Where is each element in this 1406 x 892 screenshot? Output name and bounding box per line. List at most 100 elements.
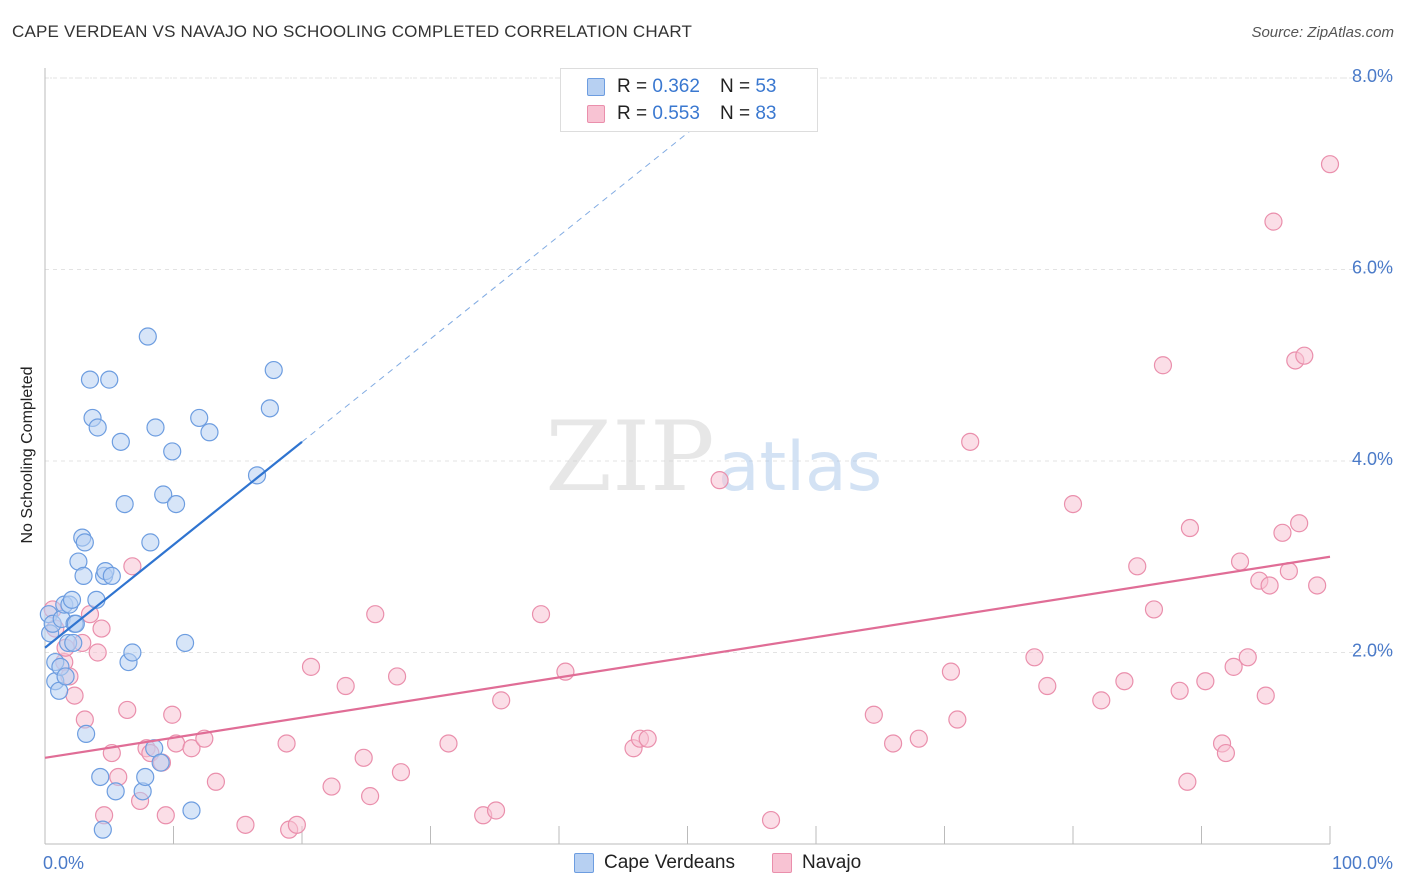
navajo-point	[1260, 576, 1279, 595]
y-tick-label: 2.0%	[1352, 641, 1393, 661]
navajo-point	[531, 605, 551, 624]
navajo-point	[1038, 676, 1057, 696]
legend-swatch-blue	[587, 78, 605, 96]
legend-n-value: 83	[755, 103, 777, 124]
navajo-point	[366, 605, 385, 624]
navajo-point	[883, 734, 903, 753]
cape-verdean-point	[163, 442, 182, 461]
navajo-point	[1238, 648, 1257, 667]
navajo-point	[1256, 686, 1275, 705]
navajo-point	[1216, 743, 1236, 763]
navajo-point	[301, 657, 321, 676]
navajo-point	[1180, 518, 1200, 538]
legend-r-label: R =	[617, 103, 648, 124]
navajo-point	[1224, 657, 1243, 676]
navajo-point	[1290, 514, 1309, 533]
cape-verdean-point	[182, 801, 201, 820]
y-tick-label: 4.0%	[1352, 449, 1393, 469]
navajo-point	[1115, 672, 1134, 691]
navajo-point	[1196, 672, 1215, 691]
x-tick-label: 100.0%	[1332, 853, 1393, 873]
cape-verdean-point	[151, 753, 170, 772]
cape-verdean-point	[123, 643, 142, 662]
navajo-point	[492, 691, 511, 710]
cape-verdean-point	[166, 494, 186, 514]
navajo-point	[761, 810, 781, 830]
cape-verdean-point	[154, 485, 173, 504]
navajo-point	[638, 729, 657, 748]
cape-verdean-point	[93, 820, 112, 839]
cape-verdean-point	[247, 466, 267, 485]
cape-verdean-point	[100, 370, 119, 389]
navajo-point	[1128, 557, 1147, 576]
navajo-point	[322, 777, 341, 796]
navajo-point	[1230, 552, 1250, 571]
watermark-zip: ZIP	[545, 401, 714, 513]
navajo-point	[123, 557, 142, 576]
cape-verdean-point	[56, 667, 75, 686]
navajo-point	[88, 643, 107, 662]
navajo-point	[336, 676, 355, 696]
bottom-legend-swatch-pink	[772, 853, 792, 873]
navajo-point	[1264, 212, 1283, 231]
navajo-point	[909, 729, 928, 748]
navajo-point	[65, 686, 84, 705]
bottom-legend-label: Navajo	[802, 852, 862, 873]
navajo-point	[387, 667, 407, 686]
chart-title: CAPE VERDEAN VS NAVAJO NO SCHOOLING COMP…	[12, 22, 693, 41]
cape-verdean-trend-extension	[301, 101, 727, 443]
watermark: ZIP atlas	[545, 401, 882, 513]
navajo-point	[206, 772, 226, 791]
navajo-point	[361, 787, 380, 806]
navajo-point	[486, 801, 506, 820]
navajo-point	[156, 806, 175, 825]
cape-verdean-point	[91, 767, 110, 787]
cape-verdean-point	[77, 724, 96, 743]
navajo-point	[1178, 772, 1197, 791]
cape-verdean-point	[190, 408, 209, 428]
navajo-point	[1092, 691, 1111, 710]
navajo-point	[118, 700, 137, 720]
legend-row-navajo: R = 0.553 N = 83	[587, 102, 776, 126]
cape-verdean-point	[138, 327, 157, 346]
navajo-trend-line	[44, 555, 1331, 759]
legend-row-cape-verdeans: R = 0.362 N = 53	[587, 75, 776, 99]
cape-verdean-point	[106, 782, 125, 801]
cape-verdean-point	[200, 423, 219, 442]
y-tick-label: 6.0%	[1352, 258, 1393, 278]
navajo-point	[710, 471, 729, 490]
navajo-point	[439, 734, 458, 753]
cape-verdean-point	[88, 418, 107, 437]
navajo-point	[1170, 681, 1189, 700]
navajo-point	[1295, 346, 1314, 365]
stats-legend: R = 0.362 N = 53 R = 0.553 N = 83	[560, 68, 818, 132]
navajo-point	[354, 748, 373, 767]
cape-verdean-point	[74, 566, 93, 586]
legend-r-label: R =	[617, 76, 648, 97]
x-tick-label: 0.0%	[43, 853, 84, 873]
cape-verdean-point	[80, 370, 100, 389]
cape-verdean-point	[111, 432, 130, 451]
navajo-point	[1308, 576, 1327, 595]
cape-verdean-point	[136, 767, 155, 787]
navajo-point	[277, 734, 296, 753]
y-tick-label: 8.0%	[1352, 66, 1393, 86]
source-note: Source: ZipAtlas.com	[1251, 24, 1394, 41]
navajo-point	[961, 432, 980, 451]
cape-verdean-point	[141, 533, 160, 552]
navajo-point	[391, 763, 411, 782]
cape-verdean-trend-line	[44, 440, 303, 649]
navajo-point	[948, 710, 967, 729]
cape-verdean-point	[64, 633, 83, 653]
navajo-point	[1320, 155, 1340, 174]
navajo-point	[236, 815, 255, 834]
navajo-point	[1025, 648, 1044, 667]
navajo-point	[1144, 600, 1164, 619]
cape-verdean-point	[115, 494, 134, 514]
bottom-legend-swatch-blue	[574, 853, 594, 873]
navajo-point	[1273, 523, 1292, 542]
bottom-legend-label: Cape Verdeans	[604, 852, 735, 873]
cape-verdean-point	[264, 360, 283, 380]
watermark-atlas: atlas	[718, 428, 882, 507]
navajo-point	[941, 662, 961, 681]
